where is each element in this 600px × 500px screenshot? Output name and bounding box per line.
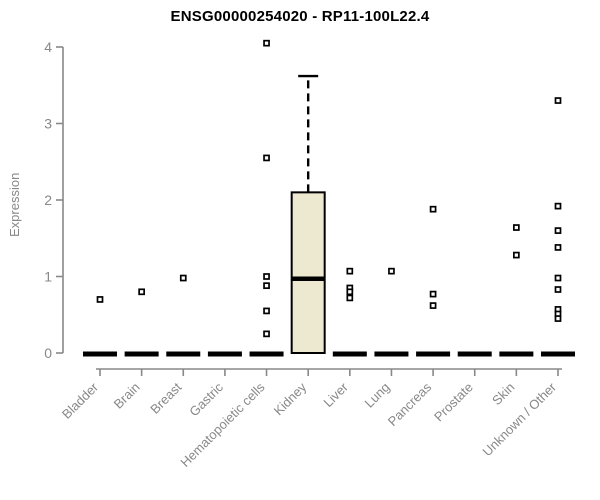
collapsed-box-median [457, 351, 492, 357]
data-point [554, 315, 562, 322]
collapsed-box-median [499, 351, 534, 357]
collapsed-box-median [332, 351, 367, 357]
x-tick-label: Bladder [59, 379, 102, 422]
data-point [554, 244, 562, 251]
data-point [263, 273, 270, 280]
x-tick-label: Pancreas [385, 379, 435, 429]
data-point [263, 39, 270, 47]
data-point [513, 224, 520, 231]
data-point [554, 274, 562, 282]
y-tick-label: 2 [44, 192, 52, 208]
y-tick-label: 3 [44, 116, 52, 132]
y-tick-label: 4 [44, 39, 52, 55]
data-point [513, 251, 520, 259]
data-point [429, 205, 437, 213]
box [290, 191, 326, 354]
collapsed-box-median [166, 351, 201, 357]
x-tick-label: Brain [111, 380, 143, 412]
collapsed-box-median [374, 351, 409, 357]
y-tick-label: 0 [44, 345, 52, 361]
x-tick-label: Prostate [431, 380, 476, 425]
collapsed-box-median [207, 351, 242, 357]
data-point [138, 288, 145, 296]
x-tick-label: Breast [147, 379, 184, 416]
data-point [179, 274, 187, 282]
x-tick-label: Liver [320, 379, 351, 410]
collapsed-box-median [124, 351, 159, 357]
data-point [263, 307, 270, 315]
data-point [554, 227, 562, 234]
collapsed-box-median [540, 351, 575, 357]
data-point [263, 330, 270, 338]
x-tick-label: Skin [489, 380, 517, 408]
data-point [263, 154, 270, 162]
data-point [554, 97, 562, 104]
collapsed-box-median [416, 351, 451, 357]
x-tick-label: Kidney [271, 379, 310, 418]
data-point [346, 267, 354, 275]
data-point [263, 282, 270, 290]
data-point [96, 296, 104, 303]
x-tick-label: Unknown / Other [480, 379, 560, 459]
data-point [554, 286, 562, 293]
collapsed-box-median [249, 351, 284, 357]
data-point [429, 302, 437, 309]
data-point [429, 290, 437, 298]
x-tick-label: Lung [362, 380, 393, 411]
collapsed-box-median [83, 351, 117, 357]
data-point [554, 202, 562, 210]
x-tick-label: Gastric [186, 379, 226, 419]
data-point [346, 294, 354, 302]
y-tick-label: 1 [44, 269, 52, 285]
chart-title: ENSG00000254020 - RP11-100L22.4 [170, 8, 430, 25]
data-point [346, 288, 354, 296]
data-point [388, 267, 395, 275]
